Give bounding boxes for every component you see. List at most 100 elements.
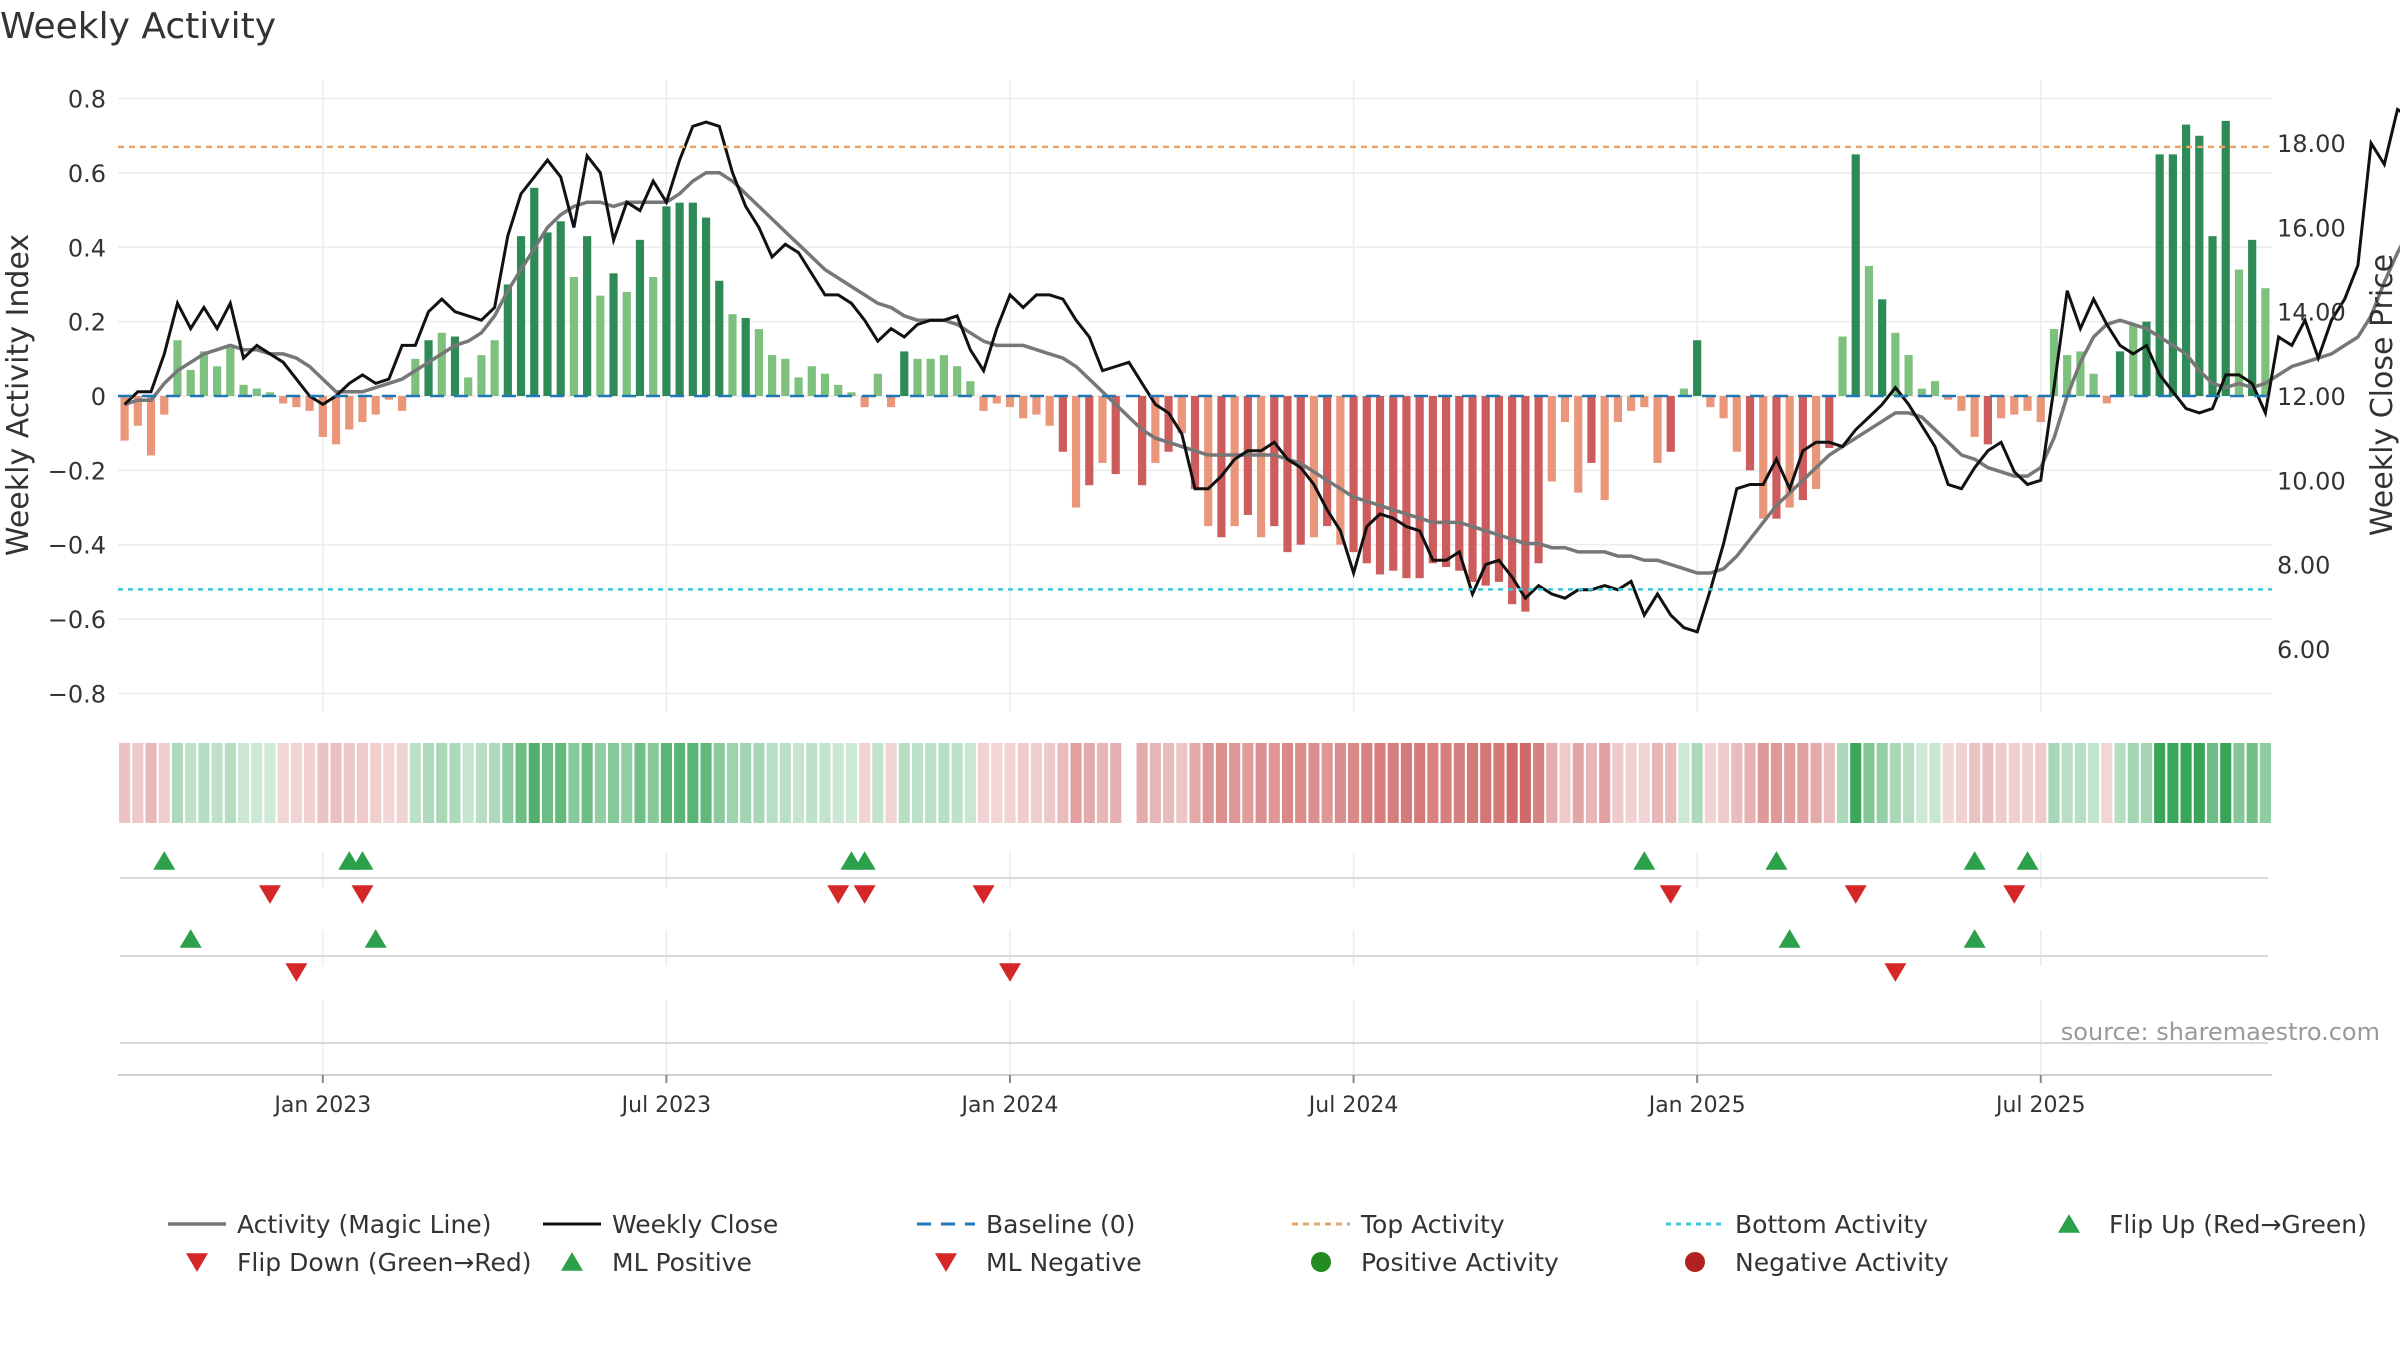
strip-cell (343, 743, 355, 823)
strip-cell (330, 743, 342, 823)
strip-cell (740, 743, 752, 823)
strip-cell (1255, 743, 1267, 823)
strip-cell (1374, 743, 1386, 823)
activity-bar (490, 340, 499, 396)
strip-cell (1281, 743, 1294, 823)
y2-tick-label: 14.00 (2277, 299, 2346, 327)
strip-cell (2035, 743, 2047, 823)
flip-down-marker (1844, 885, 1867, 904)
activity-bar (820, 373, 830, 396)
flip-down-marker (827, 885, 850, 904)
activity-bar (2102, 396, 2111, 404)
strip-cell (1757, 743, 1769, 823)
legend-label: Negative Activity (1735, 1248, 1949, 1277)
activity-bar (464, 377, 473, 396)
activity-bar (688, 202, 697, 396)
strip-cell (647, 743, 659, 823)
y2-tick-label: 16.00 (2277, 214, 2346, 242)
activity-bar (1111, 396, 1120, 475)
strip-cell (978, 743, 990, 823)
activity-bar (1944, 396, 1953, 400)
strip-cell (2048, 743, 2060, 823)
activity-bars (120, 120, 2270, 612)
strip-cell (845, 743, 857, 823)
activity-bar (1626, 396, 1636, 411)
strip-cell (568, 743, 580, 823)
legend-swatch (1685, 1252, 1705, 1272)
strip-cell (515, 743, 527, 823)
flip-up-marker (351, 851, 374, 870)
activity-bar (1428, 396, 1437, 564)
strip-cell (726, 743, 739, 823)
activity-bar (1164, 396, 1173, 452)
activity-bar (1970, 396, 1979, 437)
activity-bar (1983, 396, 1992, 445)
y-tick-label: 0.6 (68, 160, 106, 188)
strip-cell (832, 743, 844, 823)
activity-bar (1930, 381, 1940, 396)
strip-cell (171, 743, 184, 823)
activity-bar (345, 396, 354, 430)
strip-cell (1361, 743, 1373, 823)
activity-bar (2221, 120, 2230, 397)
activity-bar (1851, 154, 1860, 396)
strip-cell (2154, 743, 2166, 823)
x-tick-label: Jan 2024 (960, 1093, 1059, 1118)
activity-bar (226, 347, 235, 396)
strip-cell (1889, 743, 1901, 823)
activity-bar (477, 355, 486, 396)
strip-cell (859, 743, 871, 823)
strip-cell (1057, 743, 1069, 823)
activity-bar (1256, 396, 1266, 538)
strip-cell (383, 743, 395, 823)
activity-bar (213, 366, 222, 396)
activity-bar (1058, 396, 1067, 452)
strip-cell (2167, 743, 2179, 823)
activity-bar (913, 358, 922, 396)
activity-bar (120, 396, 129, 441)
activity-bar (2036, 396, 2045, 423)
flip-up-marker (153, 851, 176, 870)
activity-bar (384, 396, 393, 400)
strip-cell (1876, 743, 1888, 823)
strip-cell (1136, 743, 1148, 823)
activity-bar (331, 396, 341, 445)
strip-cell (1044, 743, 1056, 823)
y-tick-label: −0.2 (48, 457, 106, 485)
activity-bar (768, 355, 777, 396)
activity-bar (1151, 396, 1160, 463)
strip-cell (819, 743, 831, 823)
flip-down-marker (2003, 885, 2026, 904)
strip-cell (1466, 743, 1479, 823)
strip-cell (1229, 743, 1241, 823)
activity-bar (1640, 396, 1649, 408)
activity-bar (318, 396, 327, 437)
activity-bar (2076, 351, 2085, 396)
strip-cell (1096, 743, 1109, 823)
strip-cell (1929, 743, 1941, 823)
legend-label: ML Positive (612, 1248, 752, 1277)
activity-bar (1653, 396, 1662, 463)
activity-bar (900, 351, 909, 396)
strip-cell (885, 743, 897, 823)
strip-cell (528, 743, 540, 823)
flip-up-marker (2016, 851, 2039, 870)
legend-label: Baseline (0) (986, 1210, 1135, 1239)
activity-bar (1349, 396, 1358, 553)
activity-bar (1441, 396, 1451, 568)
activity-bar (1375, 396, 1385, 575)
activity-bar (583, 236, 592, 396)
y2-axis-label: Weekly Close Price (2365, 254, 2400, 536)
activity-bar (146, 396, 156, 456)
activity-bar (358, 396, 367, 423)
activity-bar (1825, 396, 1834, 449)
strip-cell (951, 743, 963, 823)
strip-cell (1572, 743, 1584, 823)
activity-bar (239, 384, 248, 396)
activity-bar (2129, 325, 2138, 396)
activity-bar (1547, 396, 1556, 482)
strip-cell (198, 743, 210, 823)
flip-up-marker (1765, 851, 1788, 870)
activity-bar (1600, 396, 1609, 501)
strip-cell (185, 743, 197, 823)
